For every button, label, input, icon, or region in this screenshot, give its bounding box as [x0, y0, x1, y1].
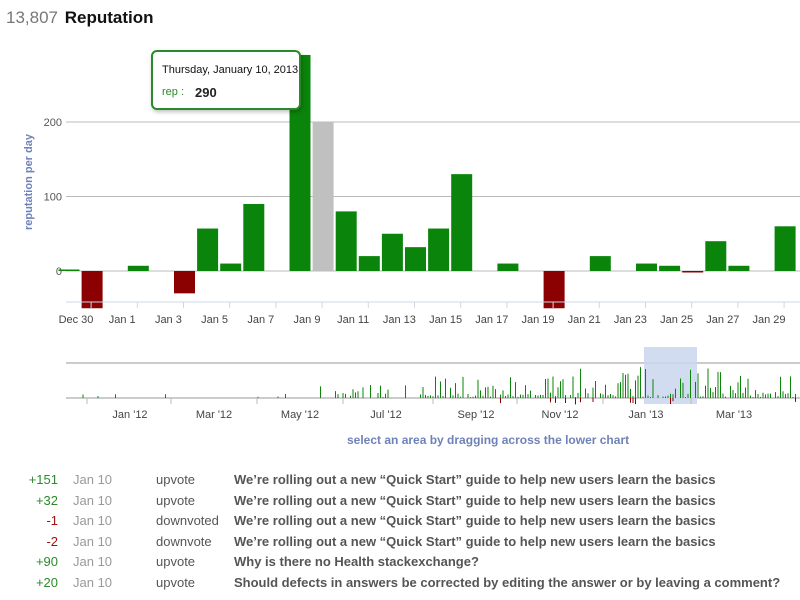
- reputation-chart[interactable]: 0 100 200 reputation per day Dec 30 Jan 1 Jan …: [0, 0, 800, 460]
- x-tick-label: Jan 15: [429, 314, 462, 326]
- bar-jan-28[interactable]: [728, 265, 750, 271]
- bar-jan-27[interactable]: [705, 241, 727, 271]
- x-tick-label: Jan 17: [475, 314, 508, 326]
- bar-jan-25[interactable]: [659, 265, 681, 271]
- bar-jan-12[interactable]: [358, 256, 380, 271]
- bar-jan-10[interactable]: [312, 122, 334, 271]
- x-tick-label: Dec 30: [59, 314, 94, 326]
- tooltip-date: Thursday, January 10, 2013: [162, 64, 299, 76]
- x-tick-label: Jan 21: [568, 314, 601, 326]
- event-amount: +32: [35, 492, 58, 508]
- bar-jan-22[interactable]: [589, 256, 611, 271]
- x-tick-label: Jan 5: [201, 314, 228, 326]
- event-date: Jan 10: [73, 472, 113, 487]
- navigator-chart[interactable]: Jan '12 Mar '12 May '12 Jul '12 Sep '12 Nov '…: [66, 347, 800, 421]
- event-date: Jan 10: [73, 533, 113, 549]
- navigator-tick-label: Jul '12: [370, 409, 401, 421]
- event-post-link[interactable]: Why is there no Health stackexchange?: [234, 554, 479, 569]
- x-tick-label: Jan 13: [383, 314, 416, 326]
- y-tick-label: 0: [56, 266, 62, 278]
- bar-jan-5[interactable]: [197, 228, 219, 271]
- event-post-link[interactable]: We’re rolling out a new “Quick Start” gu…: [234, 492, 716, 508]
- event-row: +90 Jan 10 upvote Why is there no Health st…: [0, 552, 800, 573]
- x-tick-label: Jan 25: [660, 314, 693, 326]
- event-amount: +20: [35, 574, 58, 590]
- event-amount: +90: [35, 554, 58, 569]
- x-tick-label: Jan 9: [294, 314, 321, 326]
- x-tick-label: Jan 11: [337, 314, 369, 326]
- x-tick-label: Jan 3: [155, 314, 182, 326]
- event-type: downvoted: [156, 513, 219, 528]
- bar-jan-13[interactable]: [381, 233, 403, 271]
- tooltip-series-key: rep :: [162, 86, 185, 98]
- drag-hint: select an area by dragging across the lo…: [347, 433, 630, 447]
- bar-jan-7[interactable]: [243, 203, 265, 271]
- event-amount: -1: [46, 513, 58, 528]
- bar-jan-14[interactable]: [405, 247, 426, 271]
- navigator-tick-label: Sep '12: [458, 409, 495, 421]
- event-row: +151 Jan 10 upvote We’re rolling out a new …: [0, 470, 800, 491]
- navigator-tick-label: Jan '13: [628, 409, 663, 421]
- bar-jan-11[interactable]: [335, 211, 357, 271]
- bar-jan-15[interactable]: [428, 228, 450, 271]
- bar-jan-18[interactable]: [497, 263, 519, 271]
- navigator-tick-label: Nov '12: [542, 409, 579, 421]
- x-tick-label: Jan 23: [614, 314, 647, 326]
- event-type: upvote: [156, 492, 196, 508]
- bar-jan-20[interactable]: [543, 271, 565, 309]
- event-date: Jan 10: [73, 513, 113, 528]
- navigator-tick-label: Mar '12: [196, 409, 232, 421]
- y-tick-label: 200: [44, 117, 62, 129]
- bar-dec-30[interactable]: [58, 269, 80, 272]
- x-tick-label: Jan 27: [706, 314, 739, 326]
- bar-jan-2[interactable]: [127, 265, 149, 271]
- chart-tooltip: Thursday, January 10, 2013 rep : 290: [151, 50, 301, 110]
- event-row: +32 Jan 10 upvote We’re rolling out a new “…: [0, 491, 800, 512]
- event-post-link[interactable]: Should defects in answers be corrected b…: [234, 574, 781, 590]
- bar-jan-4[interactable]: [174, 271, 195, 294]
- event-amount: -2: [46, 533, 58, 549]
- x-tick-label: Jan 1: [109, 314, 136, 326]
- bar-jan-16[interactable]: [451, 174, 473, 271]
- event-type: upvote: [156, 472, 196, 487]
- tooltip-value: 290: [195, 85, 217, 100]
- bar-dec-31[interactable]: [81, 271, 103, 309]
- page-header: 13,807 Reputation: [6, 8, 154, 28]
- event-post-link[interactable]: We’re rolling out a new “Quick Start” gu…: [234, 513, 716, 528]
- bar-jan-24[interactable]: [636, 263, 657, 271]
- event-row: -1 Jan 10 downvoted We’re rolling out a new…: [0, 511, 800, 532]
- navigator-tick-label: Mar '13: [716, 409, 752, 421]
- x-tick-label: Jan 19: [521, 314, 554, 326]
- bar-jan-26[interactable]: [682, 271, 704, 273]
- event-date: Jan 10: [73, 554, 113, 569]
- main-bar-chart[interactable]: 0 100 200 reputation per day Dec 30 Jan 1 Jan …: [23, 54, 800, 326]
- event-date: Jan 10: [73, 492, 113, 508]
- y-axis-label: reputation per day: [23, 133, 35, 230]
- navigator-tick-label: Jan '12: [112, 409, 147, 421]
- x-tick-label: Jan 7: [247, 314, 274, 326]
- event-row: -2 Jan 10 downvote We’re rolling out a new …: [0, 532, 800, 553]
- page-title: Reputation: [64, 8, 154, 27]
- x-tick-label: Jan 29: [752, 314, 785, 326]
- bar-jan-6[interactable]: [220, 263, 242, 271]
- event-post-link[interactable]: We’re rolling out a new “Quick Start” gu…: [234, 533, 716, 549]
- reputation-events-list: +151 Jan 10 upvote We’re rolling out a new …: [0, 470, 800, 593]
- event-type: upvote: [156, 574, 196, 590]
- event-type: upvote: [156, 554, 196, 569]
- event-amount: +151: [28, 472, 58, 487]
- event-row: +20 Jan 10 upvote Should defects in answers…: [0, 573, 800, 594]
- event-post-link[interactable]: We’re rolling out a new “Quick Start” gu…: [234, 472, 716, 487]
- y-tick-label: 100: [44, 192, 62, 204]
- event-type: downvote: [156, 533, 212, 549]
- bar-jan-30[interactable]: [774, 226, 796, 271]
- reputation-count: 13,807: [6, 8, 58, 27]
- event-date: Jan 10: [73, 574, 113, 590]
- navigator-tick-label: May '12: [281, 409, 319, 421]
